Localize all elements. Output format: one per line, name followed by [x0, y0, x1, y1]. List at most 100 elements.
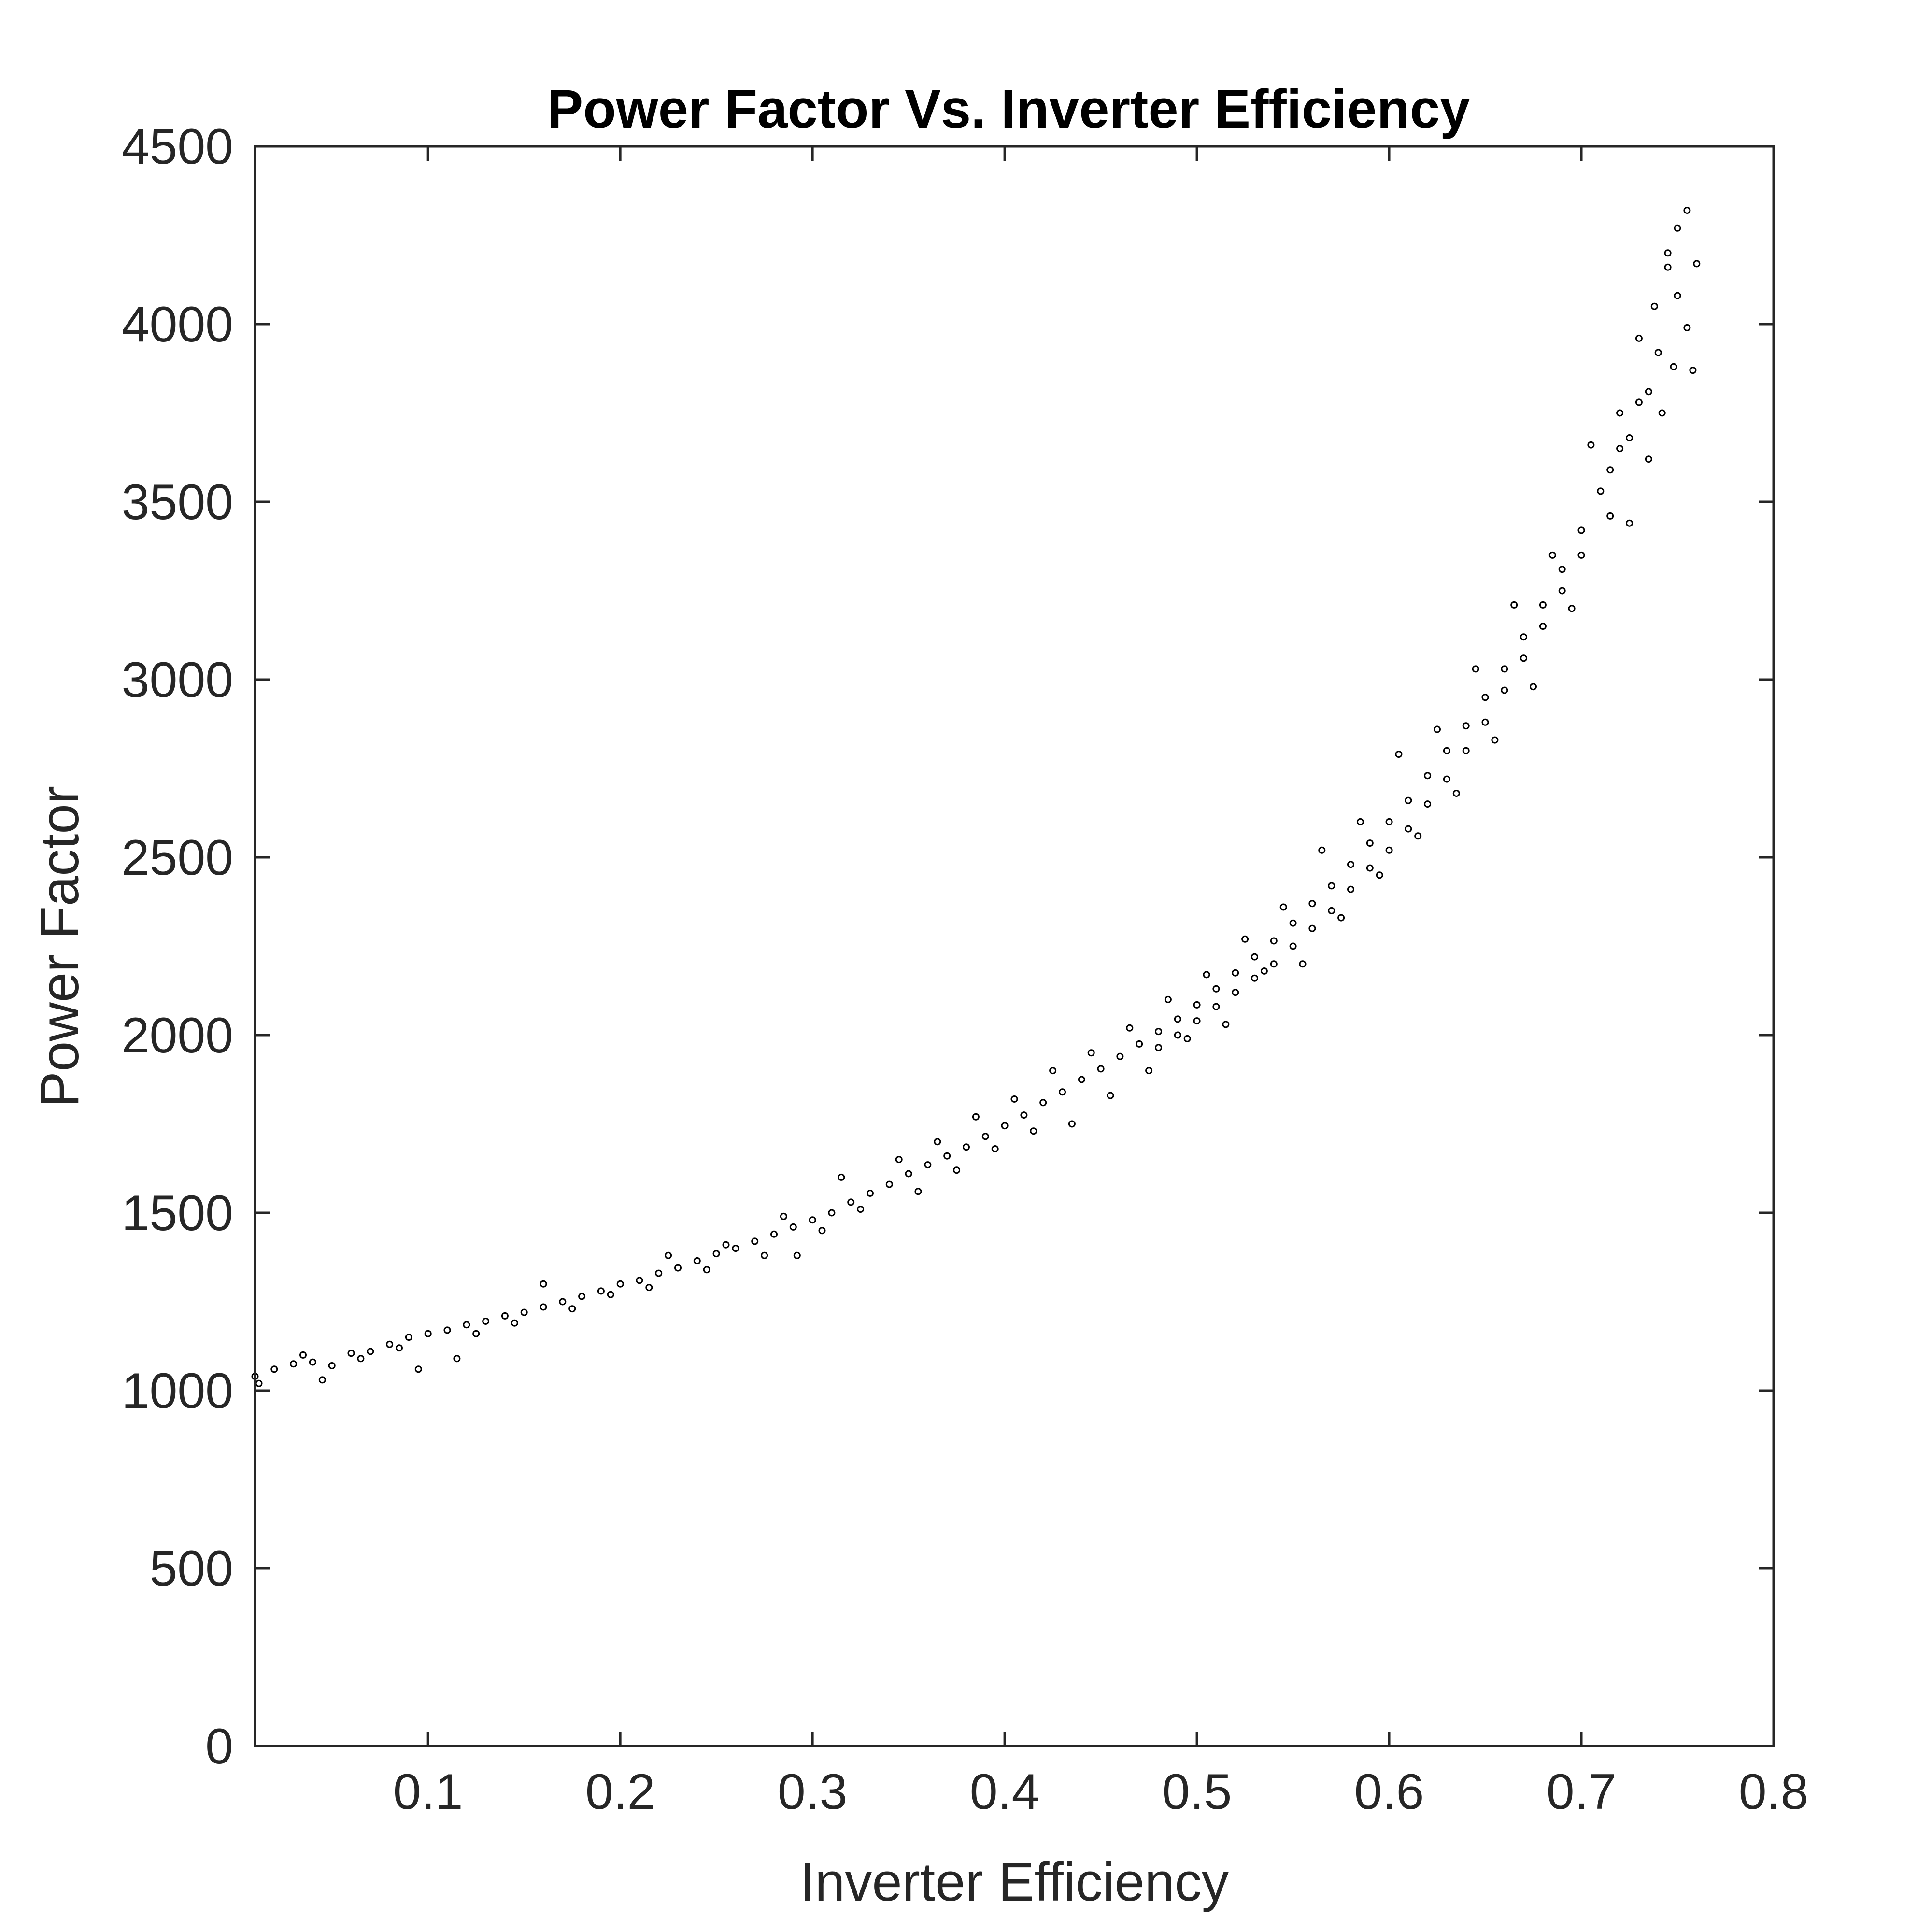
data-point — [1443, 747, 1450, 754]
data-point — [1530, 683, 1537, 691]
data-point — [1587, 441, 1595, 449]
data-point — [511, 1319, 518, 1327]
data-point — [482, 1318, 490, 1325]
data-point — [943, 1152, 951, 1160]
data-point — [1577, 551, 1585, 559]
data-point — [1635, 334, 1643, 342]
data-point — [1616, 445, 1624, 453]
data-point — [1658, 409, 1666, 417]
data-point — [1558, 587, 1566, 595]
data-point — [1405, 825, 1412, 833]
data-point — [309, 1358, 316, 1366]
data-point — [818, 1227, 826, 1235]
data-point — [1289, 919, 1297, 927]
data-point — [751, 1237, 759, 1245]
data-point — [1155, 1028, 1162, 1036]
data-point — [793, 1251, 801, 1259]
data-point — [1539, 601, 1547, 609]
data-point — [1260, 967, 1268, 975]
data-point — [1020, 1111, 1028, 1119]
data-point — [1626, 434, 1633, 441]
data-point — [318, 1376, 326, 1384]
data-point — [1145, 1067, 1153, 1075]
data-point — [424, 1330, 432, 1337]
data-point — [1520, 633, 1528, 641]
data-point — [386, 1340, 394, 1348]
data-point — [1251, 974, 1258, 982]
data-point — [1472, 665, 1479, 673]
data-point — [1635, 398, 1643, 406]
y-tick-label: 1000 — [122, 1363, 233, 1419]
data-point — [540, 1303, 547, 1311]
data-point — [770, 1230, 778, 1238]
data-point — [780, 1212, 787, 1220]
data-point — [1654, 349, 1662, 356]
data-point — [1606, 512, 1614, 520]
data-point — [953, 1166, 961, 1174]
y-axis-ticks: 0 500 1000 1500 2000 2500 3000 3500 4000 4500 — [122, 119, 1774, 1775]
x-tick-label: 0.5 — [1162, 1764, 1232, 1820]
data-point — [1232, 969, 1239, 977]
data-point — [1174, 1031, 1181, 1039]
data-point — [578, 1293, 586, 1300]
data-point — [1664, 263, 1672, 271]
data-point — [1183, 1035, 1191, 1042]
data-point — [1645, 455, 1652, 463]
x-tick-label: 0.8 — [1739, 1764, 1809, 1820]
data-point — [443, 1326, 451, 1334]
axes-box — [254, 145, 1775, 1747]
x-tick-label: 0.3 — [778, 1764, 848, 1820]
data-point — [934, 1138, 941, 1146]
chart-title: Power Factor Vs. Inverter Efficiency — [547, 79, 1470, 139]
data-point — [501, 1312, 509, 1320]
plot-area — [255, 146, 1774, 1746]
data-point — [1491, 736, 1499, 744]
data-point — [847, 1198, 855, 1206]
data-point — [1347, 885, 1354, 893]
data-point — [1356, 818, 1364, 825]
data-point — [972, 1113, 980, 1121]
data-point — [1452, 790, 1460, 797]
data-point — [1481, 694, 1489, 701]
data-point — [1434, 725, 1441, 733]
data-point — [1299, 960, 1307, 968]
data-point — [761, 1251, 768, 1259]
data-point — [1597, 487, 1605, 495]
y-tick-label: 2000 — [122, 1008, 233, 1064]
y-tick-label: 500 — [149, 1541, 233, 1597]
data-point — [347, 1350, 355, 1357]
plot-frame-fill — [255, 146, 1774, 1746]
data-point — [1059, 1088, 1066, 1096]
data-point — [712, 1250, 720, 1258]
data-point — [674, 1264, 682, 1272]
data-point — [1308, 900, 1316, 908]
data-point — [1520, 654, 1528, 662]
data-point — [357, 1355, 365, 1363]
data-point — [1270, 960, 1278, 968]
data-point — [367, 1348, 374, 1355]
data-point — [1155, 1044, 1162, 1051]
data-point — [405, 1334, 412, 1341]
data-point — [1251, 953, 1258, 961]
data-point — [1689, 367, 1697, 374]
data-point — [270, 1365, 278, 1373]
data-point — [568, 1305, 576, 1313]
data-point — [1670, 363, 1677, 370]
data-point — [1107, 1092, 1114, 1099]
data-point — [1414, 832, 1422, 840]
data-point — [1462, 747, 1470, 754]
data-point — [520, 1308, 528, 1316]
data-point — [1674, 292, 1681, 299]
data-point — [290, 1360, 298, 1368]
data-point — [1318, 846, 1326, 854]
data-point — [616, 1280, 624, 1288]
data-point — [1385, 846, 1393, 854]
data-point — [1222, 1021, 1230, 1028]
x-tick-label: 0.6 — [1354, 1764, 1424, 1820]
data-point — [1203, 971, 1210, 979]
data-point — [1193, 1001, 1201, 1009]
data-point — [722, 1241, 730, 1249]
data-point — [1558, 566, 1566, 573]
data-point — [1462, 722, 1470, 730]
